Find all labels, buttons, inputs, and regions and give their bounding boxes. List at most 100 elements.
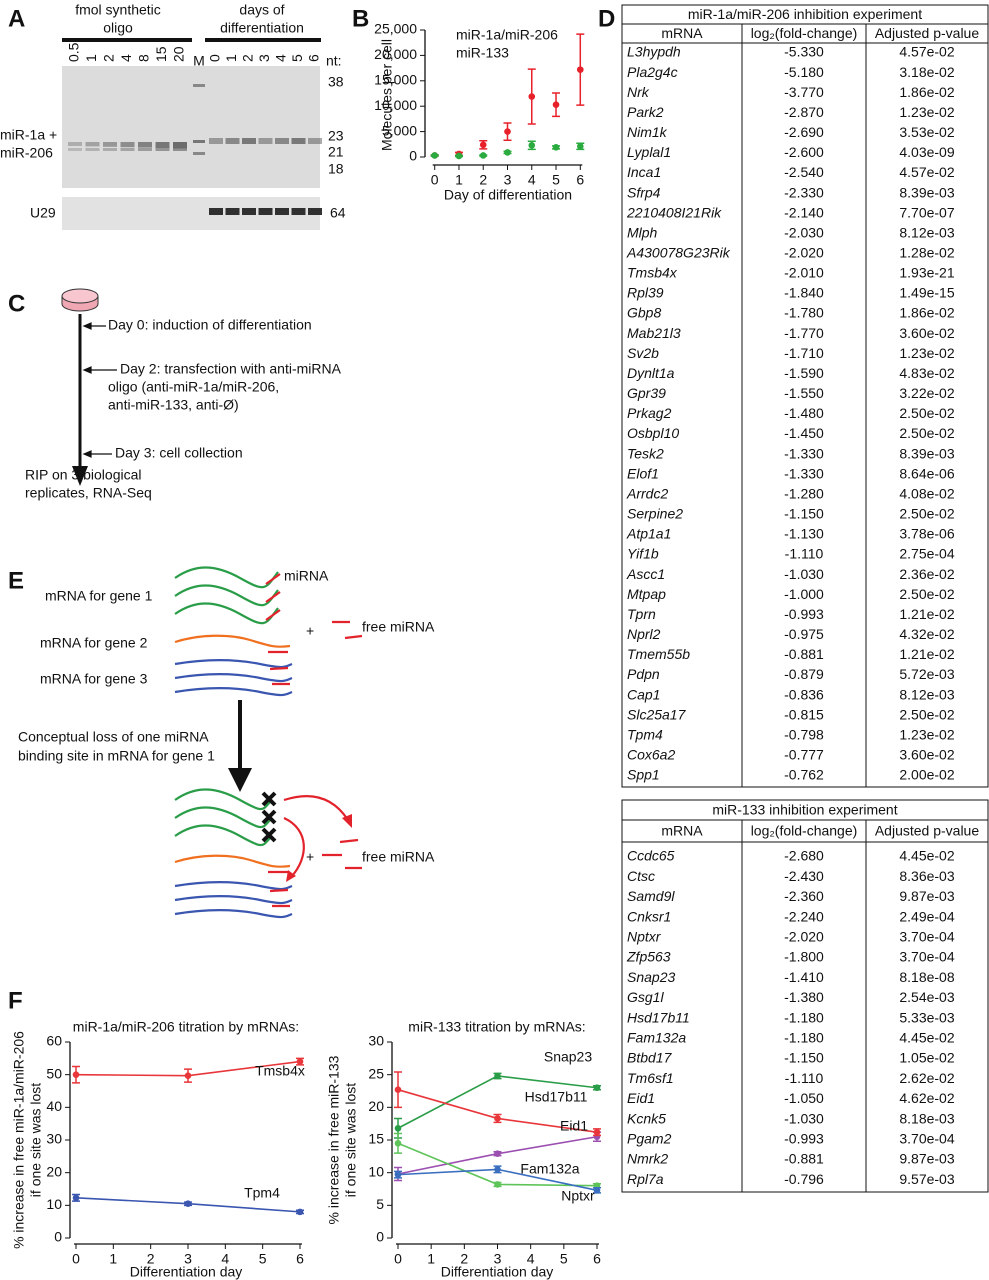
- p-value: 1.05e-02: [899, 1050, 954, 1066]
- step-text: RIP on 3 biological: [25, 467, 141, 483]
- y-tick-label: 0: [376, 1229, 384, 1245]
- y-tick-label: 10: [46, 1196, 62, 1212]
- lane-label: 0.5: [66, 42, 82, 62]
- band: [103, 148, 117, 151]
- p-value: 5.33e-03: [899, 1009, 954, 1025]
- data-point: [296, 1208, 304, 1216]
- band: [209, 208, 223, 215]
- data-point: [296, 1058, 304, 1065]
- fold-change: -1.480: [784, 405, 824, 421]
- band: [242, 208, 256, 215]
- column-header: mRNA: [661, 25, 703, 41]
- fold-change: -1.550: [784, 385, 824, 401]
- y-tick-label: 20: [368, 1098, 384, 1114]
- data-point: [494, 1150, 501, 1158]
- y-tick-label: 10,000: [374, 97, 417, 113]
- gene-name: Cox6a2: [627, 747, 675, 763]
- x-tick-label: 4: [527, 1251, 535, 1267]
- p-value: 9.87e-03: [899, 1151, 954, 1167]
- data-point: [504, 128, 511, 135]
- diagram-label: mRNA for gene 1: [45, 588, 153, 604]
- fold-change: -0.993: [784, 1131, 824, 1147]
- data-point: [576, 143, 584, 150]
- gene-name: Atp1a1: [626, 526, 671, 542]
- p-value: 3.70e-04: [899, 949, 954, 965]
- p-value: 2.75e-04: [899, 546, 954, 562]
- gene-name: Tpm4: [627, 726, 663, 742]
- y-axis-label: if one site was lost: [343, 1083, 359, 1197]
- data-point: [494, 1072, 501, 1080]
- y-tick-label: 20,000: [374, 46, 417, 62]
- band: [291, 138, 306, 144]
- gene-name: Tesk2: [627, 445, 664, 461]
- fold-change: -0.881: [784, 1151, 824, 1167]
- p-value: 3.18e-02: [899, 64, 954, 80]
- fold-change: -0.796: [784, 1171, 824, 1187]
- p-value: 2.50e-02: [899, 405, 954, 421]
- p-value: 3.22e-02: [899, 385, 954, 401]
- lane-label: 2: [101, 54, 117, 62]
- x-tick-label: 2: [479, 172, 487, 188]
- y-tick-label: 30: [368, 1033, 384, 1049]
- gene-name: Rpl39: [627, 285, 664, 301]
- lane-label: 3: [256, 54, 272, 62]
- p-value: 4.08e-02: [899, 485, 954, 501]
- x-tick-label: 6: [296, 1251, 304, 1267]
- nt-label: nt:: [326, 53, 342, 69]
- x-tick-label: 6: [593, 1251, 601, 1267]
- fold-change: -1.180: [784, 1009, 824, 1025]
- band: [138, 148, 152, 151]
- site-loss-marks: [261, 791, 277, 843]
- fold-change: -5.180: [784, 64, 824, 80]
- fold-change: -2.680: [784, 848, 824, 864]
- fold-change: -0.881: [784, 646, 824, 662]
- gene-name: Elof1: [627, 465, 659, 481]
- p-value: 1.23e-02: [899, 104, 954, 120]
- data-point: [593, 1084, 601, 1092]
- x-tick-label: 0: [394, 1251, 402, 1267]
- p-value: 3.70e-04: [899, 1131, 954, 1147]
- fold-change: -1.590: [784, 365, 824, 381]
- diagram-label: mRNA for gene 2: [40, 635, 148, 651]
- gene-name: Inca1: [627, 164, 661, 180]
- gene-name: Cap1: [627, 686, 660, 702]
- fold-change: -1.380: [784, 989, 824, 1005]
- x-tick-label: 0: [431, 172, 439, 188]
- data-point: [528, 142, 536, 149]
- x-axis-label: Differentiation day: [130, 1264, 243, 1280]
- fold-change: -5.330: [784, 44, 824, 60]
- y-tick-label: 0: [54, 1229, 62, 1245]
- gene-name: Tmem55b: [627, 646, 690, 662]
- gene-name: Tm6sf1: [627, 1070, 674, 1086]
- fold-change: -1.450: [784, 425, 824, 441]
- p-value: 9.57e-03: [899, 1171, 954, 1187]
- band: [120, 148, 135, 151]
- panel-letter: C: [8, 290, 25, 317]
- y-tick-label: 40: [46, 1098, 62, 1114]
- band: [275, 208, 289, 215]
- fold-change: -1.030: [784, 566, 824, 582]
- p-value: 3.78e-06: [899, 526, 954, 542]
- p-value: 1.49e-15: [899, 285, 954, 301]
- data-point: [552, 144, 560, 151]
- data-point: [479, 141, 487, 149]
- p-value: 2.50e-02: [899, 425, 954, 441]
- gene-name: Lyplal1: [627, 144, 671, 160]
- header-bar: [62, 38, 192, 42]
- y-tick-label: 25: [368, 1065, 384, 1081]
- column-header: log₂(fold-change): [751, 25, 858, 41]
- column-header: Adjusted p-value: [875, 25, 980, 41]
- fold-change: -1.330: [784, 465, 824, 481]
- gene-name: Mlph: [627, 224, 658, 240]
- p-value: 2.50e-02: [899, 706, 954, 722]
- gene-name: Mtpap: [627, 586, 666, 602]
- fold-change: -1.030: [784, 1110, 824, 1126]
- fold-change: -1.780: [784, 305, 824, 321]
- column-header: mRNA: [661, 823, 703, 839]
- x-tick-label: 3: [504, 172, 512, 188]
- p-value: 8.39e-03: [899, 445, 954, 461]
- series-label: Hsd17b11: [525, 1089, 588, 1105]
- gene-name: Ccdc65: [627, 848, 675, 864]
- x-tick-label: 5: [259, 1251, 267, 1267]
